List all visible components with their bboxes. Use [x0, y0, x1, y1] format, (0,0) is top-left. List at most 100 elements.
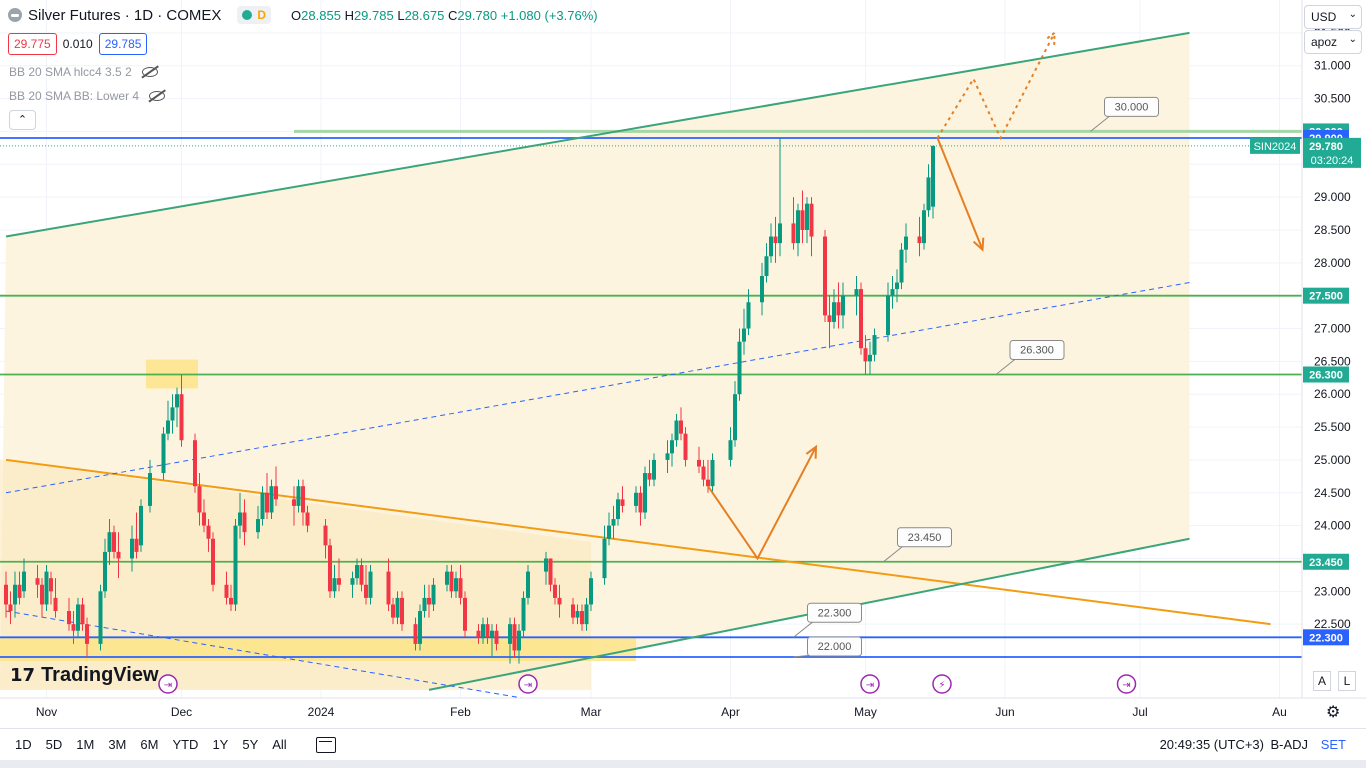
candle-body[interactable] — [517, 630, 521, 651]
hidden-eye-icon[interactable] — [141, 67, 158, 77]
candle-body[interactable] — [323, 525, 328, 546]
candle-body[interactable] — [764, 256, 769, 276]
price-level-badge[interactable] — [1303, 553, 1349, 570]
candle-body[interactable] — [224, 584, 229, 598]
candle-body[interactable] — [674, 420, 679, 441]
candle-body[interactable] — [863, 348, 868, 362]
candle-body[interactable] — [274, 486, 278, 500]
candle-body[interactable] — [904, 236, 908, 250]
currency-select[interactable]: USD ⌄ — [1304, 5, 1362, 29]
candle-body[interactable] — [170, 407, 175, 421]
candle-body[interactable] — [643, 473, 647, 513]
candle-body[interactable] — [148, 473, 152, 506]
indicator-legend-1[interactable]: BB 20 SMA hlcc4 3.5 2 — [9, 65, 158, 79]
price-scale[interactable] — [1302, 0, 1366, 698]
symbol-title[interactable]: Silver Futures · 1D · COMEX — [28, 6, 222, 24]
candle-body[interactable] — [805, 203, 809, 230]
timeframe-3m[interactable]: 3M — [108, 737, 127, 752]
candle-body[interactable] — [589, 578, 593, 605]
candle-body[interactable] — [616, 499, 620, 520]
candle-body[interactable] — [107, 532, 112, 552]
candle-body[interactable] — [386, 571, 391, 605]
economic-event-icon[interactable] — [1116, 674, 1137, 694]
forecast-arrow[interactable] — [936, 137, 984, 251]
candle-body[interactable] — [449, 571, 454, 592]
trend-channel-line[interactable] — [5, 458, 1271, 626]
candle-body[interactable] — [800, 210, 805, 230]
candle-body[interactable] — [737, 341, 742, 395]
candle-body[interactable] — [490, 630, 494, 638]
date-range-calendar-icon[interactable] — [315, 736, 336, 753]
price-callout[interactable] — [1104, 96, 1159, 117]
candle-body[interactable] — [917, 236, 922, 244]
candle-body[interactable] — [206, 525, 211, 539]
candle-body[interactable] — [211, 538, 215, 585]
economic-event-icon[interactable] — [860, 674, 880, 694]
candle-body[interactable] — [823, 236, 827, 316]
candle-body[interactable] — [665, 453, 670, 460]
candle-body[interactable] — [458, 578, 463, 598]
candle-body[interactable] — [350, 578, 355, 585]
candle-body[interactable] — [796, 210, 800, 244]
timeframe-5y[interactable]: 5Y — [242, 737, 259, 752]
candle-body[interactable] — [22, 571, 26, 592]
indicator-legend-2[interactable]: BB 20 SMA BB: Lower 4 — [9, 89, 166, 103]
candle-body[interactable] — [418, 611, 422, 644]
dashed-trend-line[interactable] — [5, 282, 1190, 494]
hidden-eye-icon[interactable] — [149, 91, 166, 101]
candle-body[interactable] — [337, 578, 341, 585]
candle-body[interactable] — [670, 440, 674, 454]
sell-price-button[interactable]: 29.775 — [8, 33, 57, 55]
candle-body[interactable] — [841, 295, 845, 316]
candle-body[interactable] — [103, 551, 107, 592]
candle-body[interactable] — [35, 578, 40, 585]
candle-body[interactable] — [683, 433, 688, 460]
candle-body[interactable] — [395, 597, 400, 618]
price-callout[interactable] — [1009, 340, 1065, 361]
candle-body[interactable] — [760, 275, 764, 303]
candle-body[interactable] — [40, 584, 44, 605]
candle-body[interactable] — [13, 584, 17, 605]
candle-body[interactable] — [620, 499, 625, 506]
candle-body[interactable] — [508, 624, 512, 644]
candle-body[interactable] — [112, 532, 116, 552]
candle-body[interactable] — [49, 578, 53, 592]
candle-body[interactable] — [701, 466, 706, 480]
candle-body[interactable] — [571, 604, 575, 618]
candle-body[interactable] — [494, 630, 499, 644]
candle-body[interactable] — [584, 604, 589, 625]
candle-body[interactable] — [175, 394, 179, 408]
candle-body[interactable] — [553, 584, 557, 598]
candle-body[interactable] — [544, 558, 548, 572]
candle-body[interactable] — [778, 223, 782, 244]
candle-body[interactable] — [922, 210, 926, 244]
candle-body[interactable] — [926, 177, 931, 211]
candle-body[interactable] — [809, 203, 814, 237]
candle-body[interactable] — [652, 459, 656, 480]
candle-body[interactable] — [422, 597, 427, 612]
candle-body[interactable] — [827, 315, 832, 322]
candle-body[interactable] — [634, 492, 638, 506]
candle-body[interactable] — [359, 565, 364, 585]
candle-body[interactable] — [98, 591, 103, 644]
price-level-badge[interactable] — [1303, 629, 1349, 646]
timeframe-all[interactable]: All — [272, 737, 287, 752]
candle-body[interactable] — [463, 597, 467, 631]
settings-gear-icon[interactable]: ⚙ — [1326, 704, 1341, 721]
price-level-badge[interactable] — [1303, 287, 1349, 304]
candle-body[interactable] — [4, 584, 8, 605]
price-level-badge[interactable] — [1303, 366, 1349, 383]
candle-body[interactable] — [400, 597, 404, 625]
candle-body[interactable] — [197, 486, 202, 513]
candle-body[interactable] — [679, 420, 683, 434]
candle-body[interactable] — [233, 525, 238, 605]
candle-body[interactable] — [391, 604, 395, 618]
candle-body[interactable] — [8, 604, 13, 612]
collapse-legend-button[interactable]: ⌃ — [9, 110, 36, 130]
candle-body[interactable] — [80, 604, 85, 625]
candle-body[interactable] — [161, 433, 166, 474]
candle-body[interactable] — [481, 624, 485, 638]
price-callout[interactable] — [807, 636, 862, 657]
candle-body[interactable] — [368, 571, 373, 598]
candle-body[interactable] — [872, 335, 877, 355]
